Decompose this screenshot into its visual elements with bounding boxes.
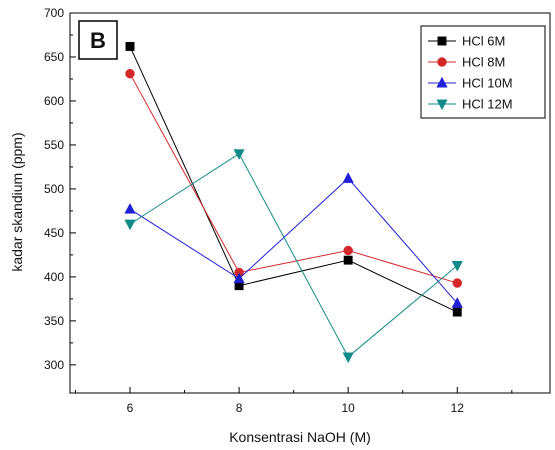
- panel-label-box: [78, 20, 118, 60]
- x-tick-label: 8: [236, 401, 243, 415]
- data-point: [451, 297, 463, 308]
- legend-label: HCl 10M: [462, 76, 513, 91]
- y-tick-label: 550: [44, 138, 64, 152]
- data-point: [452, 307, 462, 317]
- y-tick-label: 400: [44, 270, 64, 284]
- legend-marker: [437, 57, 447, 67]
- x-axis: 6 8 10 12: [74, 387, 513, 415]
- y-tick-label: 650: [44, 50, 64, 64]
- data-point: [343, 255, 353, 265]
- x-tick-label: 10: [342, 401, 356, 415]
- y-axis-title: kadar skandium (ppm): [9, 132, 25, 271]
- legend-label: HCl 12M: [462, 97, 513, 112]
- data-point: [233, 272, 245, 284]
- data-point: [342, 352, 354, 364]
- data-point: [343, 245, 353, 256]
- data-point: [342, 172, 354, 183]
- y-tick-label: 500: [44, 182, 64, 196]
- legend-label: HCl 6M: [462, 34, 505, 49]
- legend: HCl 6M HCl 8M HCl 10M HCl 12M: [420, 25, 546, 119]
- legend-label: HCl 8M: [462, 55, 505, 70]
- panel-label-text: B: [90, 28, 106, 53]
- panel-label: B: [78, 20, 118, 60]
- data-point: [124, 202, 136, 214]
- x-tick-label: 6: [127, 401, 134, 415]
- y-axis: 300 350 400 450 500 550 600 650 700: [44, 6, 76, 372]
- y-tick-label: 300: [44, 358, 64, 372]
- series-line-3: [129, 177, 458, 304]
- data-point: [125, 41, 135, 51]
- data-point: [452, 278, 463, 288]
- x-axis-title: Konsentrasi NaOH (M): [229, 429, 371, 445]
- legend-marker: [437, 36, 447, 46]
- data-point: [124, 219, 136, 231]
- y-tick-label: 350: [44, 314, 64, 328]
- y-tick-label: 700: [44, 6, 64, 20]
- data-point: [125, 68, 135, 79]
- series-line-4: [129, 153, 458, 358]
- y-tick-label: 600: [44, 94, 64, 108]
- series-line-2: [129, 73, 458, 284]
- data-point: [233, 149, 245, 160]
- data-point: [451, 261, 463, 272]
- series-line-1: [129, 46, 458, 313]
- plot-frame: [69, 12, 551, 394]
- x-tick-label: 12: [451, 401, 465, 415]
- y-tick-label: 450: [44, 226, 64, 240]
- legend-marker: [436, 99, 448, 111]
- series-layer: [124, 41, 463, 364]
- legend-marker: [436, 76, 448, 88]
